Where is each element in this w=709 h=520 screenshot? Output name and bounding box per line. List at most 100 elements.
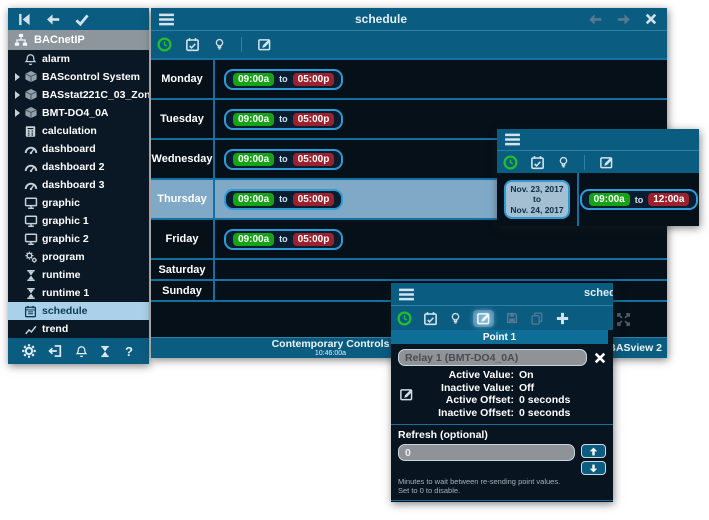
sidebar-item-label: runtime 1 (42, 287, 90, 299)
hourglass-icon[interactable] (99, 345, 111, 358)
event-time-range[interactable]: 09:00a to 05:00p (224, 228, 344, 250)
event-time-range[interactable]: 09:00a to 05:00p (224, 148, 344, 170)
sidebar-item-trend[interactable]: trend (8, 320, 149, 338)
event-start-pill[interactable]: 09:00a (233, 112, 275, 126)
day-label[interactable]: Saturday (151, 260, 215, 279)
sidebar-item-alarm[interactable]: alarm (8, 50, 149, 68)
gear-icon[interactable] (21, 343, 37, 359)
day-label[interactable]: Friday (151, 220, 215, 258)
plus-icon[interactable] (555, 311, 570, 326)
expand-icon[interactable] (616, 312, 631, 327)
day-schedule-cell[interactable]: 09:00a to 05:00p (215, 60, 667, 98)
decrement-button[interactable] (581, 461, 606, 475)
monitor-icon (22, 214, 39, 228)
confirm-icon[interactable] (74, 13, 90, 26)
tree-root-item[interactable]: BACnetIP (8, 30, 149, 50)
event-end-pill[interactable]: 05:00p (292, 72, 335, 86)
event-time-range[interactable]: 09:00a to 12:00a (579, 189, 699, 210)
edit-icon[interactable] (257, 37, 272, 52)
help-icon[interactable]: ? (122, 344, 136, 359)
day-label[interactable]: Wednesday (151, 140, 215, 178)
sidebar-item-dashboard[interactable]: dashboard (8, 140, 149, 158)
close-icon[interactable] (645, 13, 657, 26)
event-time-range[interactable]: 09:00a to 05:00p (224, 68, 344, 90)
event-start-pill[interactable]: 09:00a (588, 193, 630, 206)
back-icon[interactable] (45, 13, 61, 26)
back-icon[interactable] (587, 13, 603, 26)
increment-button[interactable] (581, 444, 606, 458)
sidebar-item-schedule[interactable]: schedule (8, 302, 149, 320)
event-end-pill[interactable]: 05:00p (292, 112, 335, 126)
sidebar-item-label: graphic 1 (42, 215, 89, 227)
calendar-icon[interactable] (530, 155, 545, 170)
day-schedule-cell[interactable] (215, 260, 667, 279)
event-start-pill[interactable]: 09:00a (233, 192, 275, 206)
popup-body: Nov. 23, 2017 to Nov. 24, 2017 09:00a to… (497, 173, 699, 226)
event-start-pill[interactable]: 09:00a (233, 152, 275, 166)
point-field: Inactive Offset: 0 seconds (418, 407, 606, 420)
sidebar-item-graphic[interactable]: graphic (8, 194, 149, 212)
bulb-icon[interactable] (557, 156, 570, 169)
event-start-pill[interactable]: 09:00a (233, 72, 275, 86)
sidebar-item-dashboard-3[interactable]: dashboard 3 (8, 176, 149, 194)
sidebar-item-runtime-1[interactable]: runtime 1 (8, 284, 149, 302)
calendar-icon[interactable] (423, 311, 438, 326)
clock-icon[interactable] (157, 37, 172, 52)
schedule-row-friday: Friday 09:00a to 05:00p (151, 220, 667, 260)
edit-icon[interactable] (473, 309, 494, 327)
bulb-icon[interactable] (449, 312, 462, 325)
clock-icon[interactable] (397, 310, 412, 326)
date-range-box[interactable]: Nov. 23, 2017 to Nov. 24, 2017 (504, 179, 570, 220)
day-label[interactable]: Tuesday (151, 100, 215, 138)
day-label[interactable]: Sunday (151, 281, 215, 300)
remove-point-icon[interactable] (594, 352, 606, 364)
sidebar-item-graphic-1[interactable]: graphic 1 (8, 212, 149, 230)
day-label[interactable]: Monday (151, 60, 215, 98)
day-schedule-cell[interactable]: 09:00a to 05:00p (215, 220, 667, 258)
event-end-pill[interactable]: 05:00p (292, 192, 335, 206)
menu-icon[interactable] (504, 133, 521, 146)
event-start-pill[interactable]: 09:00a (233, 232, 275, 246)
sidebar-item-bascontrol-system[interactable]: BAScontrol System (8, 68, 149, 86)
day-label[interactable]: Thursday (151, 180, 215, 218)
sidebar-item-bmt-do4-0a[interactable]: BMT-DO4_0A (8, 104, 149, 122)
point-name-input[interactable] (398, 349, 587, 366)
copy-icon[interactable] (530, 311, 544, 325)
sidebar-item-graphic-2[interactable]: graphic 2 (8, 230, 149, 248)
date-schedule-cell[interactable]: 09:00a to 12:00a (579, 173, 699, 226)
clock-icon[interactable] (503, 154, 518, 170)
expand-caret-icon[interactable] (12, 109, 22, 117)
popup-title-bar: schedule (391, 283, 613, 305)
event-time-range[interactable]: 09:00a to 05:00p (224, 108, 344, 130)
calendar-icon[interactable] (185, 37, 200, 52)
menu-icon[interactable] (398, 288, 415, 301)
sidebar-item-runtime[interactable]: runtime (8, 266, 149, 284)
sidebar-item-program[interactable]: program (8, 248, 149, 266)
point-field: Inactive Value: Off (418, 382, 606, 395)
expand-caret-icon[interactable] (12, 73, 22, 81)
event-end-pill[interactable]: 05:00p (292, 152, 335, 166)
event-end-pill[interactable]: 05:00p (292, 232, 335, 246)
menu-icon[interactable] (158, 13, 175, 26)
refresh-input[interactable] (398, 444, 575, 461)
sidebar-item-dashboard-2[interactable]: dashboard 2 (8, 158, 149, 176)
bell-icon (22, 53, 39, 66)
brand-name: Contemporary Controls (271, 338, 390, 350)
bell-icon[interactable] (75, 345, 88, 358)
edit-icon[interactable] (599, 155, 614, 170)
day-schedule-cell[interactable]: 09:00a to 05:00p (215, 180, 667, 218)
day-schedule-cell[interactable]: 09:00a to 05:00p (215, 140, 667, 178)
sidebar-item-basstat221c-03-zone2[interactable]: BASstat221C_03_Zone2 (8, 86, 149, 104)
edit-values-icon[interactable] (399, 387, 414, 402)
save-icon[interactable] (505, 311, 519, 325)
expand-caret-icon[interactable] (12, 91, 22, 99)
event-end-pill[interactable]: 12:00a (648, 193, 690, 206)
logout-icon[interactable] (48, 344, 63, 358)
sidebar-item-calculation[interactable]: calculation (8, 122, 149, 140)
first-icon[interactable] (17, 13, 32, 26)
day-schedule-cell[interactable]: 09:00a to 05:00p (215, 100, 667, 138)
bulb-icon[interactable] (213, 38, 226, 51)
event-time-range[interactable]: 09:00a to 05:00p (224, 188, 344, 210)
date-range-cell[interactable]: Nov. 23, 2017 to Nov. 24, 2017 (497, 173, 579, 226)
forward-icon[interactable] (616, 13, 632, 26)
